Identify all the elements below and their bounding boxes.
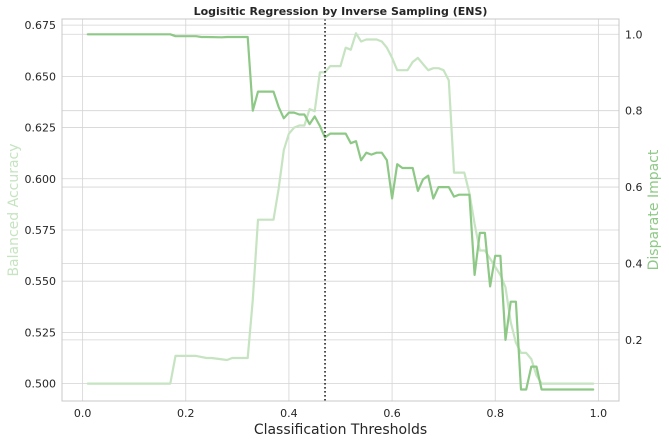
series <box>86 32 595 391</box>
x-tick-label: 0.4 <box>280 407 298 420</box>
y-left-tick-label: 0.625 <box>25 122 57 135</box>
y-left-tick-label: 0.500 <box>25 378 57 391</box>
x-axis-label: Classification Thresholds <box>254 422 427 438</box>
ticks: 0.0 0.2 0.4 0.6 0.8 1.0 0.500 0.525 0.550 0.575 0.… <box>25 19 643 420</box>
y-left-tick-label: 0.600 <box>25 173 57 186</box>
y-left-tick-label: 0.575 <box>25 224 57 237</box>
grid <box>62 19 619 401</box>
y-left-tick-label: 0.675 <box>25 19 57 32</box>
y-right-tick-label: 0.6 <box>625 181 643 194</box>
y-right-tick-label: 0.2 <box>625 334 643 347</box>
plot-frame <box>61 18 620 402</box>
x-tick-label: 0.8 <box>486 407 504 420</box>
y-right-tick-label: 0.8 <box>625 105 643 118</box>
chart-title: Logisitic Regression by Inverse Sampling… <box>194 5 488 18</box>
y-axis-right-label: Disparate Impact <box>646 149 662 270</box>
x-tick-label: 0.2 <box>177 407 195 420</box>
y-left-tick-label: 0.650 <box>25 70 57 83</box>
y-left-tick-label: 0.525 <box>25 326 57 339</box>
y-left-tick-label: 0.550 <box>25 275 57 288</box>
x-tick-label: 0.6 <box>383 407 401 420</box>
x-tick-label: 0.0 <box>74 407 92 420</box>
disparate-impact-line <box>86 33 595 391</box>
x-tick-label: 1.0 <box>590 407 608 420</box>
y-axis-left-label: Balanced Accuracy <box>6 143 22 276</box>
y-right-tick-label: 0.4 <box>625 257 643 270</box>
balanced-accuracy-line <box>86 32 595 385</box>
y-right-tick-label: 1.0 <box>625 28 643 41</box>
